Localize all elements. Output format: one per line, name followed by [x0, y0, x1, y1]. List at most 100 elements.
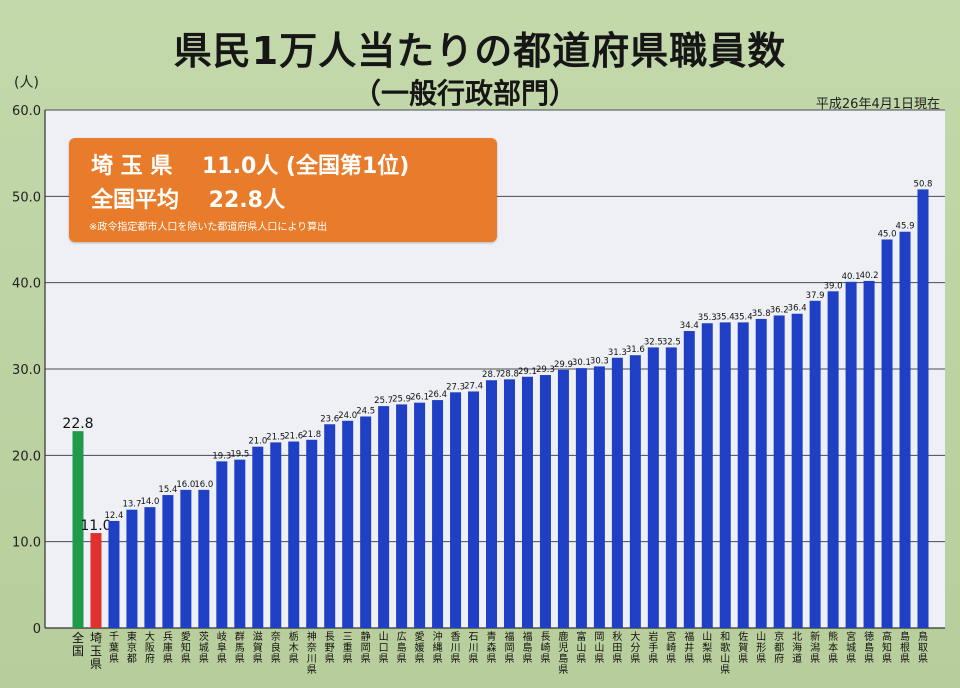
x-tick-label: 福岡県 [504, 632, 515, 665]
bar [378, 406, 390, 628]
bar [521, 376, 533, 628]
x-tick-label: 岡山県 [594, 632, 605, 665]
y-tick-label: 30.0 [12, 363, 41, 378]
bar-value-label: 45.0 [878, 230, 897, 240]
bar [144, 507, 156, 628]
bar [90, 533, 102, 628]
bar-value-label: 28.7 [482, 370, 501, 380]
bar-value-label: 29.1 [518, 367, 537, 377]
bar [755, 318, 767, 628]
bar-value-label: 22.8 [62, 416, 93, 432]
bar-value-label: 35.4 [716, 312, 735, 322]
x-tick-label: 岩手県 [648, 632, 659, 665]
bar [288, 441, 300, 628]
bar [486, 380, 498, 628]
bar [899, 231, 911, 629]
bar-value-label: 32.5 [644, 337, 663, 347]
bar-value-label: 11.0 [80, 518, 111, 534]
bar-value-label: 31.3 [608, 348, 627, 358]
bar [647, 347, 659, 628]
x-tick-label: 長野県 [324, 632, 335, 665]
bar [360, 416, 372, 628]
bar [72, 431, 84, 628]
bar-value-label: 21.0 [248, 437, 267, 447]
y-tick-label: 10.0 [12, 536, 41, 551]
bar-value-label: 27.4 [464, 381, 483, 391]
x-tick-label: 高知県 [882, 632, 893, 665]
bar-value-label: 35.8 [752, 309, 771, 319]
bar-value-label: 40.2 [860, 271, 879, 281]
callout-footnote: ※政令指定都市人口を除いた都道府県人口により算出 [89, 222, 328, 233]
bar-value-label: 28.8 [500, 369, 519, 379]
bar [198, 489, 210, 628]
bar [557, 369, 569, 628]
bar-value-label: 16.0 [176, 480, 195, 490]
bar-value-label: 40.1 [842, 272, 861, 282]
bar [863, 280, 875, 628]
bar-value-label: 15.4 [158, 485, 177, 495]
x-tick-label: 全国 [71, 631, 84, 658]
bar-value-label: 27.3 [446, 382, 465, 392]
x-tick-label: 北海道 [792, 632, 803, 665]
bar [162, 495, 174, 628]
bar [701, 323, 713, 628]
y-tick-label: 20.0 [12, 449, 41, 464]
x-tick-label: 鳥取県 [918, 632, 928, 665]
bar-value-label: 24.0 [338, 411, 357, 421]
x-tick-label: 和歌山県 [720, 632, 731, 676]
x-tick-label: 香川県 [450, 632, 461, 665]
x-tick-label: 山形県 [756, 632, 767, 665]
bar-value-label: 29.9 [554, 360, 573, 370]
x-tick-label: 群馬県 [234, 632, 245, 665]
bar [270, 442, 282, 628]
y-axis-unit: (人) [14, 75, 39, 91]
x-tick-label: 滋賀県 [252, 632, 263, 665]
x-tick-label: 新潟県 [810, 632, 821, 665]
bar-value-label: 35.3 [698, 313, 717, 323]
bar [306, 439, 318, 628]
x-tick-label: 三重県 [342, 632, 353, 665]
chart-subtitle: （一般行政部門） [352, 77, 577, 110]
bar [468, 391, 480, 628]
bar [791, 313, 803, 628]
bar-value-label: 29.3 [536, 365, 555, 375]
callout-box: 埼 玉 県 11.0人 (全国第1位) 全国平均 22.8人 ※政令指定都市人口… [69, 138, 497, 242]
x-tick-label: 愛媛県 [414, 632, 425, 665]
callout-national-average: 全国平均 22.8人 [91, 188, 285, 213]
x-tick-label: 茨城県 [198, 632, 209, 665]
x-tick-label: 長崎県 [540, 632, 551, 665]
bar [126, 509, 138, 628]
bar-value-label: 36.4 [788, 304, 807, 314]
bar [881, 239, 893, 628]
bar-value-label: 25.7 [374, 396, 393, 406]
bar-value-label: 14.0 [140, 497, 159, 507]
x-tick-label: 山口県 [378, 632, 389, 665]
bar [324, 424, 336, 628]
x-tick-label: 千葉県 [108, 632, 119, 665]
bar-value-label: 19.5 [230, 450, 249, 460]
bar [108, 520, 120, 628]
bar [432, 400, 444, 628]
bar [611, 357, 623, 628]
bar-value-label: 16.0 [194, 480, 213, 490]
bar [450, 392, 462, 628]
x-tick-label: 熊本県 [828, 632, 839, 665]
bar [737, 322, 749, 628]
x-tick-label: 佐賀県 [738, 632, 749, 665]
x-tick-label: 富山県 [576, 632, 587, 665]
x-tick-label: 宮崎県 [666, 632, 677, 665]
bar-value-label: 19.3 [212, 451, 231, 461]
x-tick-label: 広島県 [396, 632, 407, 665]
y-tick-label: 40.0 [12, 277, 41, 292]
bar-value-label: 23.6 [320, 414, 339, 424]
bar-value-label: 37.9 [806, 291, 825, 301]
bar-value-label: 32.5 [662, 337, 681, 347]
bar [539, 375, 551, 628]
x-tick-label: 栃木県 [288, 632, 299, 665]
bar-value-label: 35.4 [734, 312, 753, 322]
x-tick-label: 福島県 [522, 632, 533, 665]
x-tick-label: 福井県 [684, 632, 695, 665]
bar [665, 347, 677, 628]
bar [503, 379, 515, 628]
